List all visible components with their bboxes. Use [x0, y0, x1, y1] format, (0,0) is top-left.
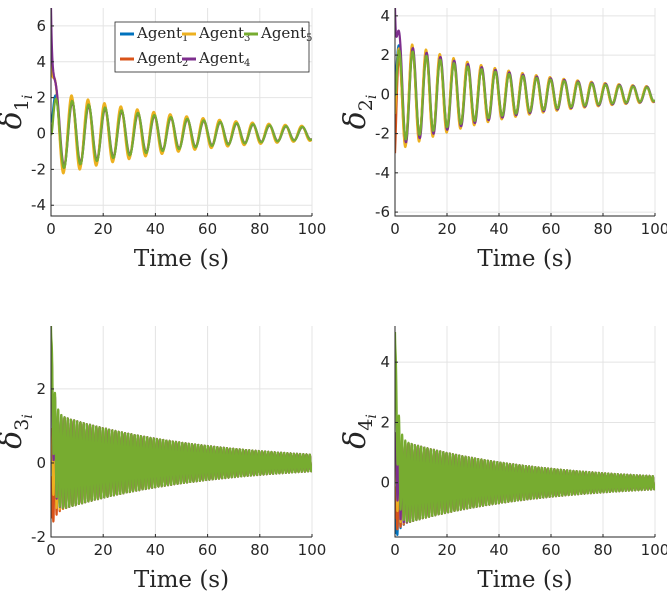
x-tick-label: 0 [46, 541, 56, 559]
y-axis-label: δ3i [0, 414, 36, 449]
x-tick-label: 20 [437, 541, 456, 559]
x-tick-label: 100 [641, 220, 667, 238]
x-tick-label: 40 [146, 541, 165, 559]
y-tick-label: 2 [36, 380, 46, 398]
y-label-symbol: δ [338, 111, 373, 129]
x-tick-label: 60 [541, 541, 560, 559]
x-tick-label: 100 [298, 220, 327, 238]
y-label-symbol: δ [338, 431, 373, 449]
x-axis-label: Time (s) [477, 567, 572, 593]
y-label-subscript: 4 [355, 419, 377, 431]
y-label-subsubscript: i [20, 95, 36, 99]
y-label-symbol: δ [0, 111, 29, 129]
x-tick-label: 40 [489, 220, 508, 238]
x-tick-label: 0 [46, 220, 56, 238]
y-tick-label: 0 [380, 474, 390, 492]
chart-panel-1: 0 20 40 60 80 100 -4 -2 0 2 4 6 Time (s) δ1i [0, 8, 326, 272]
x-axis-label: Time (s) [134, 246, 229, 272]
y-tick-label: 2 [36, 89, 46, 107]
y-tick-label: -4 [375, 164, 390, 182]
legend-label-agent-2: Agent2 [136, 49, 188, 69]
series-line-agent-5 [395, 49, 655, 141]
legend-box [114, 21, 310, 73]
x-axis-label: Time (s) [477, 246, 572, 272]
y-label-subscript: 2 [355, 99, 377, 111]
y-label-subsubscript: i [364, 95, 380, 99]
x-tick-label: 80 [250, 220, 269, 238]
y-label-subscript: 3 [11, 419, 33, 431]
x-tick-label: 60 [541, 220, 560, 238]
y-tick-label: -6 [375, 203, 390, 221]
legend: Agent1 Agent3 Agent5 Agent2 Agent4 [114, 21, 312, 73]
x-tick-label: 80 [593, 220, 612, 238]
series-line-agent-5 [51, 97, 312, 170]
x-tick-label: 40 [489, 541, 508, 559]
series-group [395, 8, 655, 154]
series-group [51, 326, 312, 523]
series-line-agent-5 [395, 332, 655, 523]
y-tick-label: 2 [380, 413, 390, 431]
legend-label-agent-3: Agent3 [198, 24, 250, 44]
y-tick-label: 6 [36, 17, 46, 35]
y-tick-label: 4 [380, 353, 390, 371]
x-tick-label: 100 [641, 541, 667, 559]
x-tick-label: 80 [250, 541, 269, 559]
y-axis-label: δ2i [338, 95, 380, 130]
x-tick-label: 20 [94, 220, 113, 238]
y-tick-label: 0 [36, 125, 46, 143]
x-axis-label: Time (s) [134, 567, 229, 593]
y-tick-label: -2 [375, 125, 390, 143]
x-tick-label: 60 [198, 220, 217, 238]
x-tick-label: 80 [593, 541, 612, 559]
y-tick-label: -2 [31, 160, 46, 178]
x-tick-label: 0 [390, 541, 400, 559]
x-tick-label: 60 [198, 541, 217, 559]
axes [394, 8, 655, 217]
legend-label-agent-1: Agent1 [136, 24, 188, 44]
y-axis-label: δ1i [0, 95, 36, 130]
y-tick-label: 0 [380, 85, 390, 103]
y-label-subscript: 1 [11, 99, 33, 111]
y-tick-label: 4 [36, 53, 46, 71]
legend-label-agent-5: Agent5 [260, 24, 312, 44]
y-tick-label: 4 [380, 7, 390, 25]
x-tick-label: 0 [390, 220, 400, 238]
y-tick-label: -2 [31, 528, 46, 546]
y-tick-label: 2 [380, 46, 390, 64]
y-tick-label: -4 [31, 196, 46, 214]
y-label-symbol: δ [0, 431, 29, 449]
series-group [51, 8, 312, 175]
x-tick-label: 100 [298, 541, 327, 559]
series-group [395, 332, 655, 536]
legend-label-agent-4: Agent4 [198, 49, 250, 69]
x-tick-label: 20 [94, 541, 113, 559]
y-label-subsubscript: i [364, 414, 380, 418]
y-label-subsubscript: i [20, 414, 36, 418]
series-line-agent-5 [51, 326, 312, 509]
y-tick-label: 0 [36, 454, 46, 472]
x-tick-label: 40 [146, 220, 165, 238]
y-axis-label: δ4i [338, 414, 380, 449]
x-tick-label: 20 [437, 220, 456, 238]
